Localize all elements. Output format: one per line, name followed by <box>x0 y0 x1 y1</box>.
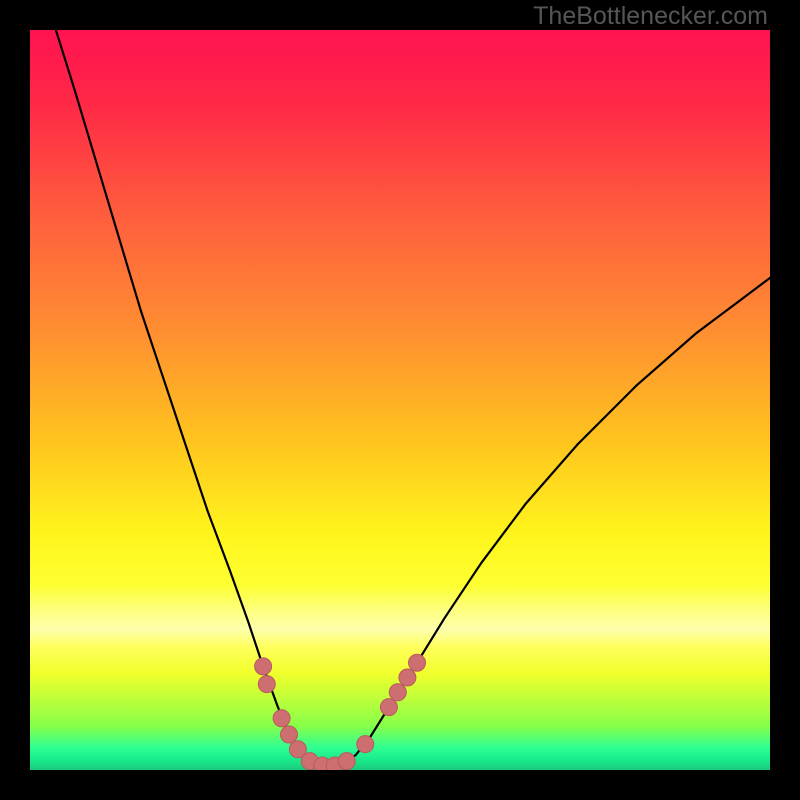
data-marker <box>409 654 426 671</box>
data-marker <box>338 753 355 770</box>
data-marker <box>281 726 298 743</box>
data-marker <box>357 736 374 753</box>
plot-area <box>30 30 770 770</box>
data-marker <box>389 684 406 701</box>
data-marker <box>258 676 275 693</box>
gradient-background <box>30 30 770 770</box>
data-marker <box>380 699 397 716</box>
chart-stage: TheBottlenecker.com <box>0 0 800 800</box>
data-marker <box>273 710 290 727</box>
data-marker <box>399 669 416 686</box>
data-marker <box>255 658 272 675</box>
plot-svg <box>30 30 770 770</box>
watermark-text: TheBottlenecker.com <box>533 2 768 31</box>
